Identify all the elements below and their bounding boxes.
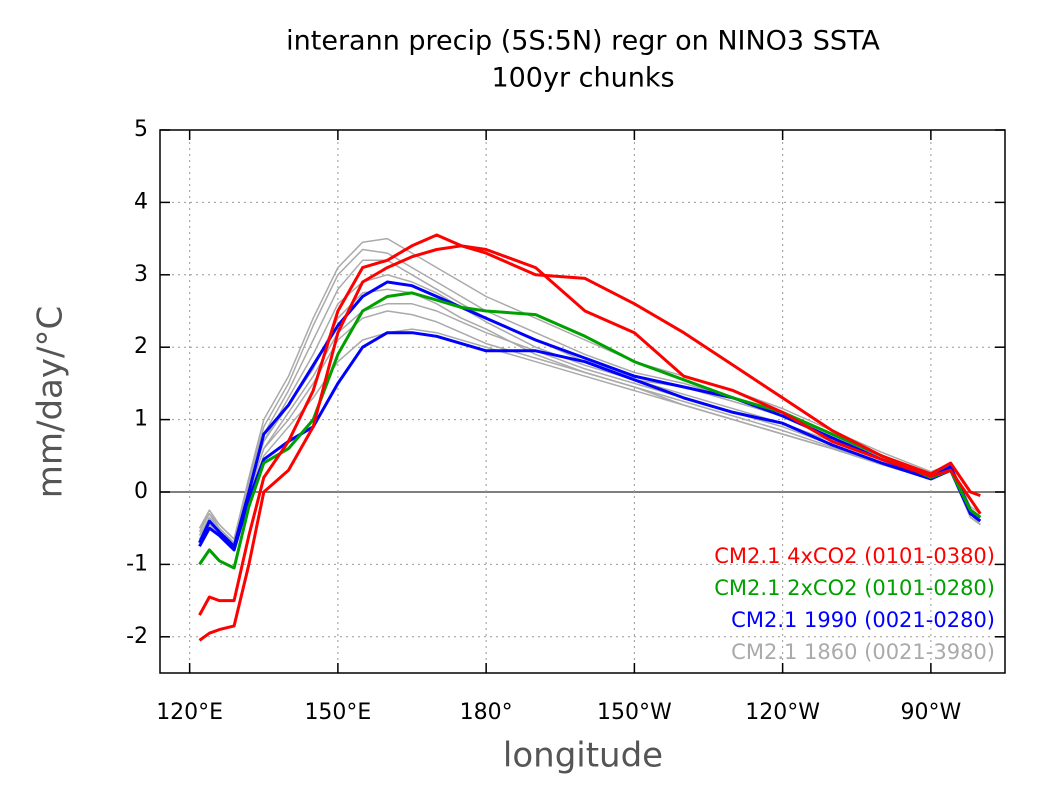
y-tick-label: 1 [134,407,148,432]
x-tick-label: 90°W [901,700,962,725]
series-line [198,233,981,616]
legend-label: CM2.1 4xCO2 (0101-0380) [714,544,995,568]
y-tick-label: 4 [134,189,148,214]
x-tick-label: 150°E [304,700,371,725]
series-line [198,331,982,552]
y-tick-label: 3 [134,262,148,287]
y-axis-label: mm/day/°C [31,306,71,498]
plot-frame [159,129,1006,674]
x-tick-label: 180° [460,700,513,725]
y-tick-label: 0 [134,479,148,504]
series-line [198,237,981,540]
x-axis-label: longitude [503,736,663,776]
x-tick-label: 150°W [597,700,672,725]
y-tick-label: 5 [134,117,148,142]
y-tick-label: -1 [126,551,148,576]
x-tick-label: 120°E [156,700,223,725]
series-line [198,259,981,544]
series-line [198,248,981,540]
chart-title: interann precip (5S:5N) regr on NINO3 SS… [286,26,880,57]
legend-label: CM2.1 1990 (0021-0280) [731,608,995,632]
legend-label: CM2.1 1860 (0021-3980) [731,640,995,664]
legend-label: CM2.1 2xCO2 (0101-0280) [714,576,995,600]
y-tick-label: -2 [126,624,148,649]
chart-subtitle: 100yr chunks [491,63,674,94]
x-tick-label: 120°W [745,700,820,725]
y-tick-label: 2 [134,334,148,359]
